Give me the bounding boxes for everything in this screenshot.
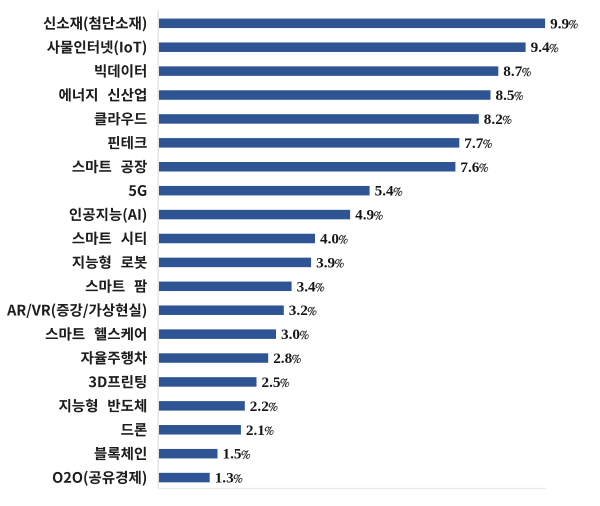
svg-text:2.1: 2.1 xyxy=(246,422,265,439)
svg-text:3.4: 3.4 xyxy=(297,278,316,295)
svg-text:3.2: 3.2 xyxy=(289,302,308,319)
svg-text:7.7: 7.7 xyxy=(464,135,483,152)
svg-text:9.9: 9.9 xyxy=(550,15,569,32)
svg-text:2.2: 2.2 xyxy=(250,398,269,415)
svg-text:4.0: 4.0 xyxy=(320,231,339,248)
svg-text:5.4: 5.4 xyxy=(375,183,394,200)
svg-text:9.4: 9.4 xyxy=(531,39,550,56)
svg-text:1.5: 1.5 xyxy=(223,446,242,463)
svg-text:7.6: 7.6 xyxy=(460,159,479,176)
svg-text:8.5: 8.5 xyxy=(496,87,515,104)
svg-text:8.2: 8.2 xyxy=(484,111,503,128)
svg-text:2.5: 2.5 xyxy=(262,374,281,391)
svg-text:2.8: 2.8 xyxy=(273,350,292,367)
svg-text:3.0: 3.0 xyxy=(281,326,300,343)
svg-text:1.3: 1.3 xyxy=(215,470,234,487)
svg-text:3.9: 3.9 xyxy=(316,254,335,271)
svg-text:4.9: 4.9 xyxy=(355,207,374,224)
svg-text:8.7: 8.7 xyxy=(503,63,522,80)
